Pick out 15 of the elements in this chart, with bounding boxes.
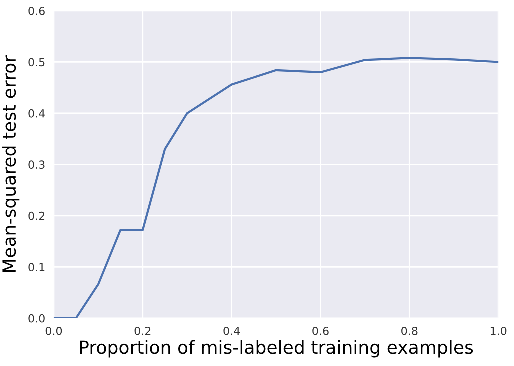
- x-tick-label: 0.8: [402, 326, 418, 336]
- x-tick-label: 1.0: [490, 326, 507, 336]
- x-tick-label: 0.2: [134, 326, 151, 336]
- y-axis-title: Mean-squared test error: [2, 55, 20, 272]
- y-tick-label: 0.1: [28, 263, 45, 272]
- x-tick-label: 0.6: [312, 326, 329, 336]
- y-tick-label: 0.0: [28, 314, 45, 323]
- y-tick-label: 0.4: [28, 109, 46, 118]
- x-tick-label: 0.4: [224, 326, 240, 336]
- y-tick-label: 0.2: [28, 212, 45, 220]
- x-axis-title: Proportion of mis-labeled training examples: [80, 340, 474, 358]
- y-tick-label: 0.6: [28, 6, 45, 16]
- x-tick-label: 0.0: [46, 326, 62, 336]
- y-tick-label: 0.3: [28, 160, 45, 170]
- y-tick-label: 0.5: [28, 58, 45, 67]
